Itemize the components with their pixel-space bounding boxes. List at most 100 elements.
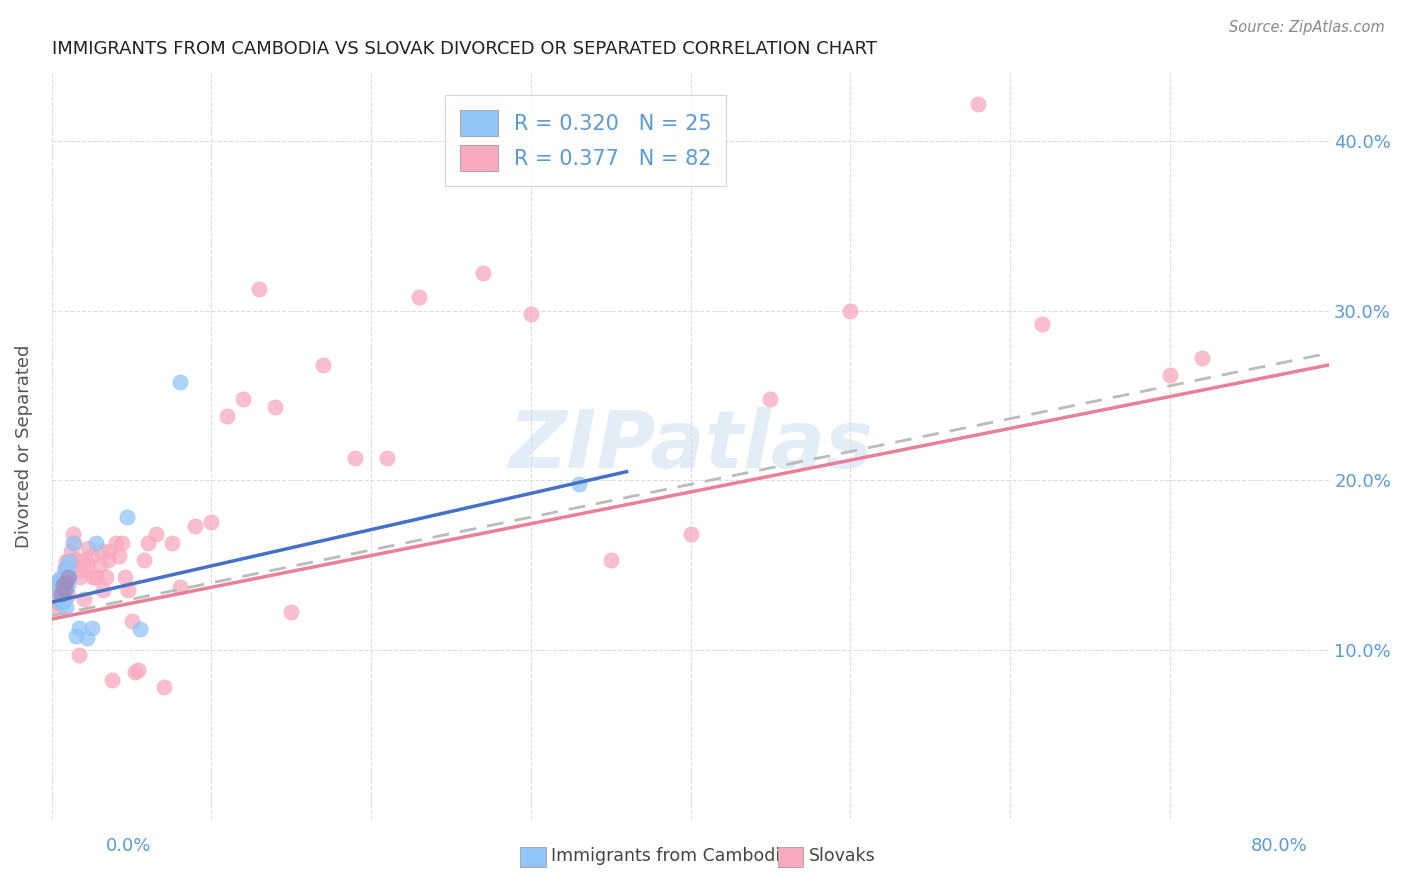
Point	[48, 588, 70, 602]
Point	[104, 536, 127, 550]
Point	[58, 570, 80, 584]
Point	[70, 563, 93, 577]
Point	[117, 583, 139, 598]
Point	[52, 574, 75, 589]
Point	[51, 574, 73, 589]
Text: 0.0%: 0.0%	[105, 837, 150, 855]
Point	[56, 578, 79, 592]
Point	[408, 290, 430, 304]
Point	[108, 549, 131, 564]
Point	[1191, 351, 1213, 365]
Point	[247, 282, 270, 296]
Point	[62, 536, 84, 550]
Point	[134, 553, 156, 567]
Point	[52, 571, 75, 585]
Point	[51, 588, 73, 602]
Point	[58, 554, 80, 568]
Text: IMMIGRANTS FROM CAMBODIA VS SLOVAK DIVORCED OR SEPARATED CORRELATION CHART: IMMIGRANTS FROM CAMBODIA VS SLOVAK DIVOR…	[52, 40, 877, 58]
Point	[45, 574, 67, 589]
Point	[53, 561, 76, 575]
Point	[111, 536, 134, 550]
Point	[967, 97, 990, 112]
Text: 80.0%: 80.0%	[1251, 837, 1308, 855]
Point	[55, 574, 77, 589]
Point	[55, 570, 77, 584]
Point	[62, 527, 84, 541]
Point	[136, 536, 159, 550]
Point	[115, 510, 138, 524]
Point	[86, 536, 108, 550]
Point	[58, 554, 80, 568]
Point	[97, 553, 120, 567]
Point	[169, 580, 191, 594]
Point	[51, 595, 73, 609]
Point	[52, 578, 75, 592]
Point	[56, 570, 79, 584]
Y-axis label: Divorced or Separated: Divorced or Separated	[15, 344, 32, 548]
Legend: R = 0.320   N = 25, R = 0.377   N = 82: R = 0.320 N = 25, R = 0.377 N = 82	[446, 95, 727, 186]
Point	[82, 570, 104, 584]
Point	[66, 553, 89, 567]
Point	[65, 629, 87, 643]
Point	[42, 588, 65, 602]
Point	[67, 621, 90, 635]
Point	[45, 595, 67, 609]
Point	[80, 549, 103, 564]
Point	[568, 476, 591, 491]
Point	[520, 307, 543, 321]
Point	[53, 561, 76, 575]
Point	[62, 558, 84, 572]
Point	[59, 544, 82, 558]
Point	[127, 663, 149, 677]
Text: ZIPatlas: ZIPatlas	[508, 408, 873, 485]
Point	[89, 558, 111, 572]
Point	[232, 392, 254, 406]
Point	[145, 527, 167, 541]
Point	[312, 358, 335, 372]
Point	[98, 544, 121, 558]
Point	[63, 536, 86, 550]
Point	[48, 571, 70, 585]
Point	[44, 600, 66, 615]
Point	[51, 587, 73, 601]
Point	[160, 536, 183, 550]
Text: Source: ZipAtlas.com: Source: ZipAtlas.com	[1229, 20, 1385, 35]
Point	[58, 570, 80, 584]
Point	[53, 583, 76, 598]
Point	[152, 680, 174, 694]
Point	[91, 583, 114, 598]
Point	[759, 392, 782, 406]
Point	[53, 566, 76, 581]
Point	[55, 554, 77, 568]
Point	[53, 591, 76, 606]
Point	[200, 516, 222, 530]
Point	[55, 574, 77, 589]
Point	[80, 621, 103, 635]
Point	[69, 570, 91, 584]
Point	[1031, 317, 1053, 331]
Point	[55, 600, 77, 615]
Point	[56, 561, 79, 575]
Point	[128, 622, 150, 636]
Point	[53, 578, 76, 592]
Point	[75, 553, 97, 567]
Point	[76, 631, 98, 645]
Point	[52, 591, 75, 606]
Point	[65, 553, 87, 567]
Point	[46, 578, 69, 592]
Point	[375, 451, 398, 466]
Point	[599, 553, 621, 567]
Point	[121, 614, 143, 628]
Point	[90, 544, 112, 558]
Point	[217, 409, 239, 423]
Text: Immigrants from Cambodia: Immigrants from Cambodia	[551, 847, 792, 865]
Point	[48, 597, 70, 611]
Point	[94, 570, 117, 584]
Point	[280, 605, 302, 619]
Point	[77, 541, 100, 555]
Point	[73, 591, 96, 606]
Point	[124, 665, 146, 679]
Text: Slovaks: Slovaks	[808, 847, 875, 865]
Point	[52, 595, 75, 609]
Point	[45, 578, 67, 592]
